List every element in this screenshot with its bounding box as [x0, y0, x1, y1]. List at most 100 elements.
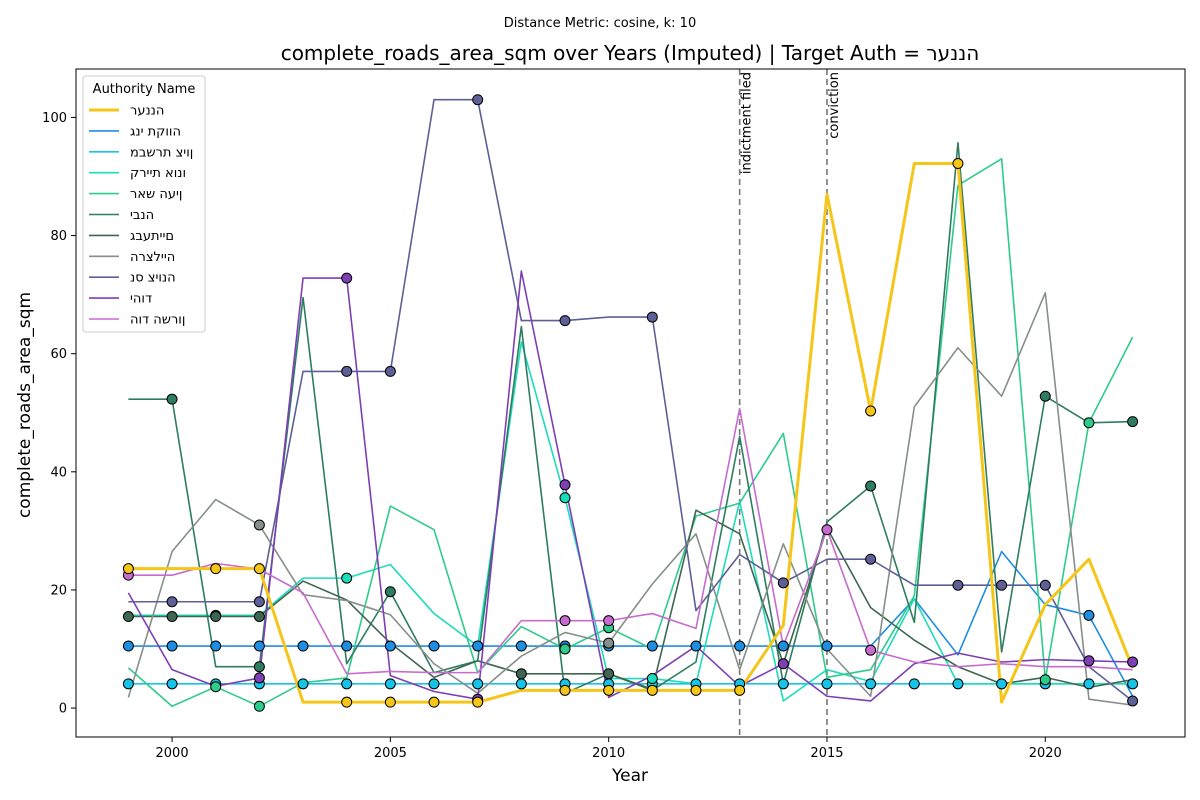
series-8-point-2016	[865, 553, 877, 565]
legend-label-4: ןיעה שאר	[130, 187, 182, 202]
series-2-point-2019	[996, 678, 1008, 690]
legend: Authority Name הננער הווקת ינג ןויצ תרשבמ ו…	[82, 75, 206, 333]
series-1-point-2005	[384, 640, 396, 652]
series-line-5	[128, 142, 1133, 695]
x-tick-label-2015: 2015	[810, 746, 843, 761]
series-2-point-2018	[952, 678, 964, 690]
series-2-point-2014	[777, 678, 789, 690]
series-2-point-2007	[472, 678, 484, 690]
series-3-point-2004	[341, 572, 353, 584]
series-0-point-2002	[253, 563, 265, 575]
x-axis-label: Year	[611, 766, 648, 786]
series-8-point-2014	[777, 577, 789, 589]
series-1-point-2015	[821, 640, 833, 652]
series-5-point-2020	[1039, 390, 1051, 402]
series-2-point-2006	[428, 678, 440, 690]
series-6-point-2008	[515, 668, 527, 680]
legend-label-5: הנבי	[130, 208, 154, 223]
series-4-point-2020	[1039, 674, 1051, 686]
legend-label-1: הווקת ינג	[130, 124, 181, 139]
series-line-6	[128, 509, 1133, 690]
series-8-point-2020	[1039, 579, 1051, 591]
series-1-point-2013	[734, 640, 746, 652]
series-0-point-2010	[603, 684, 615, 696]
x-tick-label-2005: 2005	[374, 746, 407, 761]
x-tick-label-2010: 2010	[592, 746, 625, 761]
series-9-point-2021	[1083, 655, 1095, 667]
series-8-point-2005	[384, 365, 396, 377]
series-7-point-2002	[253, 519, 265, 531]
y-axis-ticks: 0 20 40 60 80 100	[42, 111, 76, 717]
y-tick-label-80: 80	[50, 229, 67, 244]
series-0-point-2012	[690, 684, 702, 696]
event-label-conviction: conviction	[827, 72, 842, 139]
series-2-point-2015	[821, 678, 833, 690]
series-0-point-2009	[559, 684, 571, 696]
legend-label-3: ונוא תיירק	[130, 166, 186, 181]
series-2-point-2004	[341, 678, 353, 690]
series-4-point-2001	[210, 681, 222, 693]
series-8-point-2009	[559, 315, 571, 327]
series-1-point-2003	[297, 640, 309, 652]
series-2-point-2022	[1127, 678, 1139, 690]
series-6-point-2001	[210, 611, 222, 623]
series-5-point-2022	[1127, 416, 1139, 428]
series-9-point-2002	[253, 672, 265, 684]
series-line-0	[128, 162, 1134, 704]
series-10-point-2010	[603, 615, 615, 627]
series-4-point-2009	[559, 643, 571, 655]
series-8-point-2000	[166, 596, 178, 608]
series-2-point-2000	[166, 678, 178, 690]
series-1-point-2004	[341, 640, 353, 652]
x-tick-label-2020: 2020	[1029, 746, 1062, 761]
series-5-point-2005	[384, 586, 396, 598]
series-8-point-2002	[253, 596, 265, 608]
series-2-point-2016	[865, 678, 877, 690]
series-1-point-2014	[777, 640, 789, 652]
series-10-point-2015	[821, 524, 833, 536]
y-tick-label-40: 40	[50, 465, 67, 480]
series-5-point-2016	[865, 480, 877, 492]
series-6-point-1999	[122, 611, 134, 623]
series-8-point-2022	[1127, 695, 1139, 707]
legend-label-2: ןויצ תרשבמ	[130, 145, 193, 160]
series-2-point-1999	[122, 678, 134, 690]
series-1-point-1999	[122, 640, 134, 652]
series-4-point-2002	[253, 700, 265, 712]
series-0-point-2006	[428, 696, 440, 708]
series-3-point-2011	[646, 673, 658, 685]
series-8-point-2018	[952, 579, 964, 591]
series-2-point-2008	[515, 678, 527, 690]
series-2-point-2021	[1083, 678, 1095, 690]
series-1-point-2006	[428, 640, 440, 652]
series-0-point-2007	[472, 696, 484, 708]
series-9-point-2009	[559, 479, 571, 491]
event-lines	[738, 69, 828, 737]
y-tick-label-0: 0	[59, 702, 67, 717]
y-tick-label-60: 60	[50, 347, 67, 362]
series-0-point-2004	[341, 696, 353, 708]
series-line-7	[127, 292, 1133, 706]
event-labels: indictment filed conviction	[740, 72, 842, 174]
series-2-point-2003	[297, 678, 309, 690]
series-8-point-2011	[646, 311, 658, 323]
series-0-point-2001	[210, 563, 222, 575]
series-6-point-2000	[166, 611, 178, 623]
series-line-3	[128, 341, 1133, 702]
series-7-point-2010	[603, 637, 615, 649]
y-axis-label: complete_roads_area_sqm	[15, 292, 35, 518]
legend-label-10: ןורשה דוה	[130, 313, 185, 328]
series-6-point-2010	[603, 668, 615, 680]
series-1-point-2001	[210, 640, 222, 652]
legend-label-6: םייתעבג	[130, 229, 174, 244]
series-0-point-2011	[646, 684, 658, 696]
series-1-point-2008	[515, 640, 527, 652]
x-axis-ticks: 2000 2005 2010 2015 2020	[156, 737, 1062, 761]
series-5-point-2000	[166, 393, 178, 405]
series-1-point-2000	[166, 640, 178, 652]
x-tick-label-2000: 2000	[156, 746, 189, 761]
legend-label-0: הננער	[130, 104, 164, 119]
series-1-point-2002	[253, 640, 265, 652]
series-1-point-2012	[690, 640, 702, 652]
